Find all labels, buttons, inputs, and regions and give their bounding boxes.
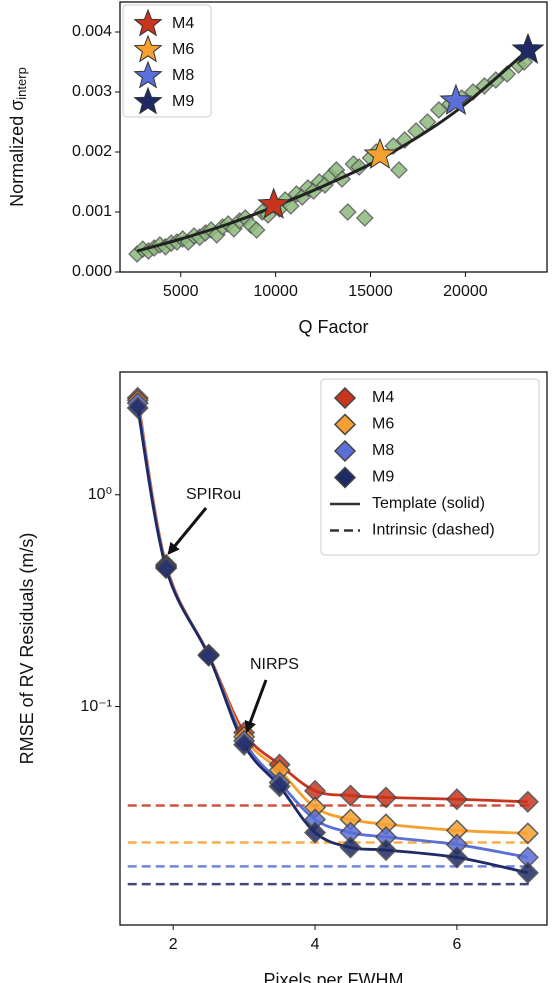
y-tick-label: 0.002 [72, 143, 112, 160]
x-tick-label: 5000 [163, 283, 199, 300]
data-point [197, 644, 220, 667]
legend-diamond [333, 386, 357, 410]
y-axis-label: RMSE of RV Residuals (m/s) [17, 533, 37, 765]
star-marker [439, 83, 473, 116]
legend-label: M9 [372, 469, 394, 486]
legend-label: M6 [372, 416, 394, 433]
x-axis-label: Q Factor [298, 317, 368, 337]
scatter-point [390, 161, 408, 179]
scatter-point [429, 101, 448, 119]
y-tick-label: 0.003 [72, 83, 112, 100]
plot-frame [119, 371, 548, 926]
scatter-point [338, 203, 357, 221]
data-point [516, 822, 539, 845]
star-marker [257, 187, 291, 219]
legend-label: M4 [172, 15, 194, 32]
legend-box [122, 4, 212, 118]
data-point [374, 839, 398, 862]
annotation-arrow [167, 507, 208, 555]
data-point [516, 790, 539, 813]
x-tick-label: 20000 [443, 283, 488, 300]
data-point [445, 846, 468, 869]
scatter-point [355, 209, 374, 227]
x-tick-label: 15000 [348, 283, 393, 300]
data-point [155, 557, 178, 580]
legend-star [133, 86, 163, 115]
annotation-arrow [244, 679, 268, 734]
data-point [339, 784, 362, 807]
data-point [445, 788, 468, 811]
y-axis-label-sub: interp [14, 67, 29, 100]
legend-star [133, 60, 163, 89]
data-point [233, 733, 256, 756]
legend-label: Template (solid) [372, 495, 485, 512]
star-marker [511, 32, 545, 65]
scatter-point [247, 221, 266, 239]
y-tick-label: 0.000 [72, 263, 112, 280]
data-point [374, 786, 398, 809]
x-axis-label: Pixels per FWHM [263, 970, 403, 983]
legend-diamond [333, 413, 357, 436]
data-point [516, 861, 539, 884]
legend-diamond [333, 439, 357, 463]
data-point [339, 836, 362, 859]
data-point [268, 775, 291, 798]
y-tick-label: 0.004 [72, 23, 112, 40]
data-point [303, 821, 327, 844]
data-point [126, 396, 149, 420]
legend-label: M4 [372, 389, 394, 406]
x-tick-label: 6 [452, 936, 461, 953]
legend-label: M8 [372, 442, 394, 459]
x-tick-label: 10000 [253, 283, 298, 300]
legend-label: M9 [172, 93, 194, 110]
legend-box [320, 378, 540, 556]
legend-label: M8 [172, 67, 194, 84]
legend-star [133, 34, 163, 63]
x-tick-label: 4 [311, 936, 320, 953]
y-axis-label: Normalized σinterp [7, 67, 30, 207]
star-marker [363, 137, 397, 170]
y-tick-label: 10⁰ [88, 486, 112, 503]
plot-frame [119, 1, 548, 273]
legend-star [133, 8, 163, 37]
y-axis-label-main: Normalized σ [7, 100, 27, 207]
legend-label: Intrinsic (dashed) [372, 522, 495, 539]
y-tick-label: 10⁻¹ [80, 698, 112, 715]
annotation-text: SPIRou [186, 486, 241, 503]
legend-label: M6 [172, 41, 194, 58]
annotation-text: NIRPS [250, 656, 299, 673]
x-tick-label: 2 [169, 936, 178, 953]
legend-diamond [333, 466, 357, 489]
y-tick-label: 0.001 [72, 203, 112, 220]
